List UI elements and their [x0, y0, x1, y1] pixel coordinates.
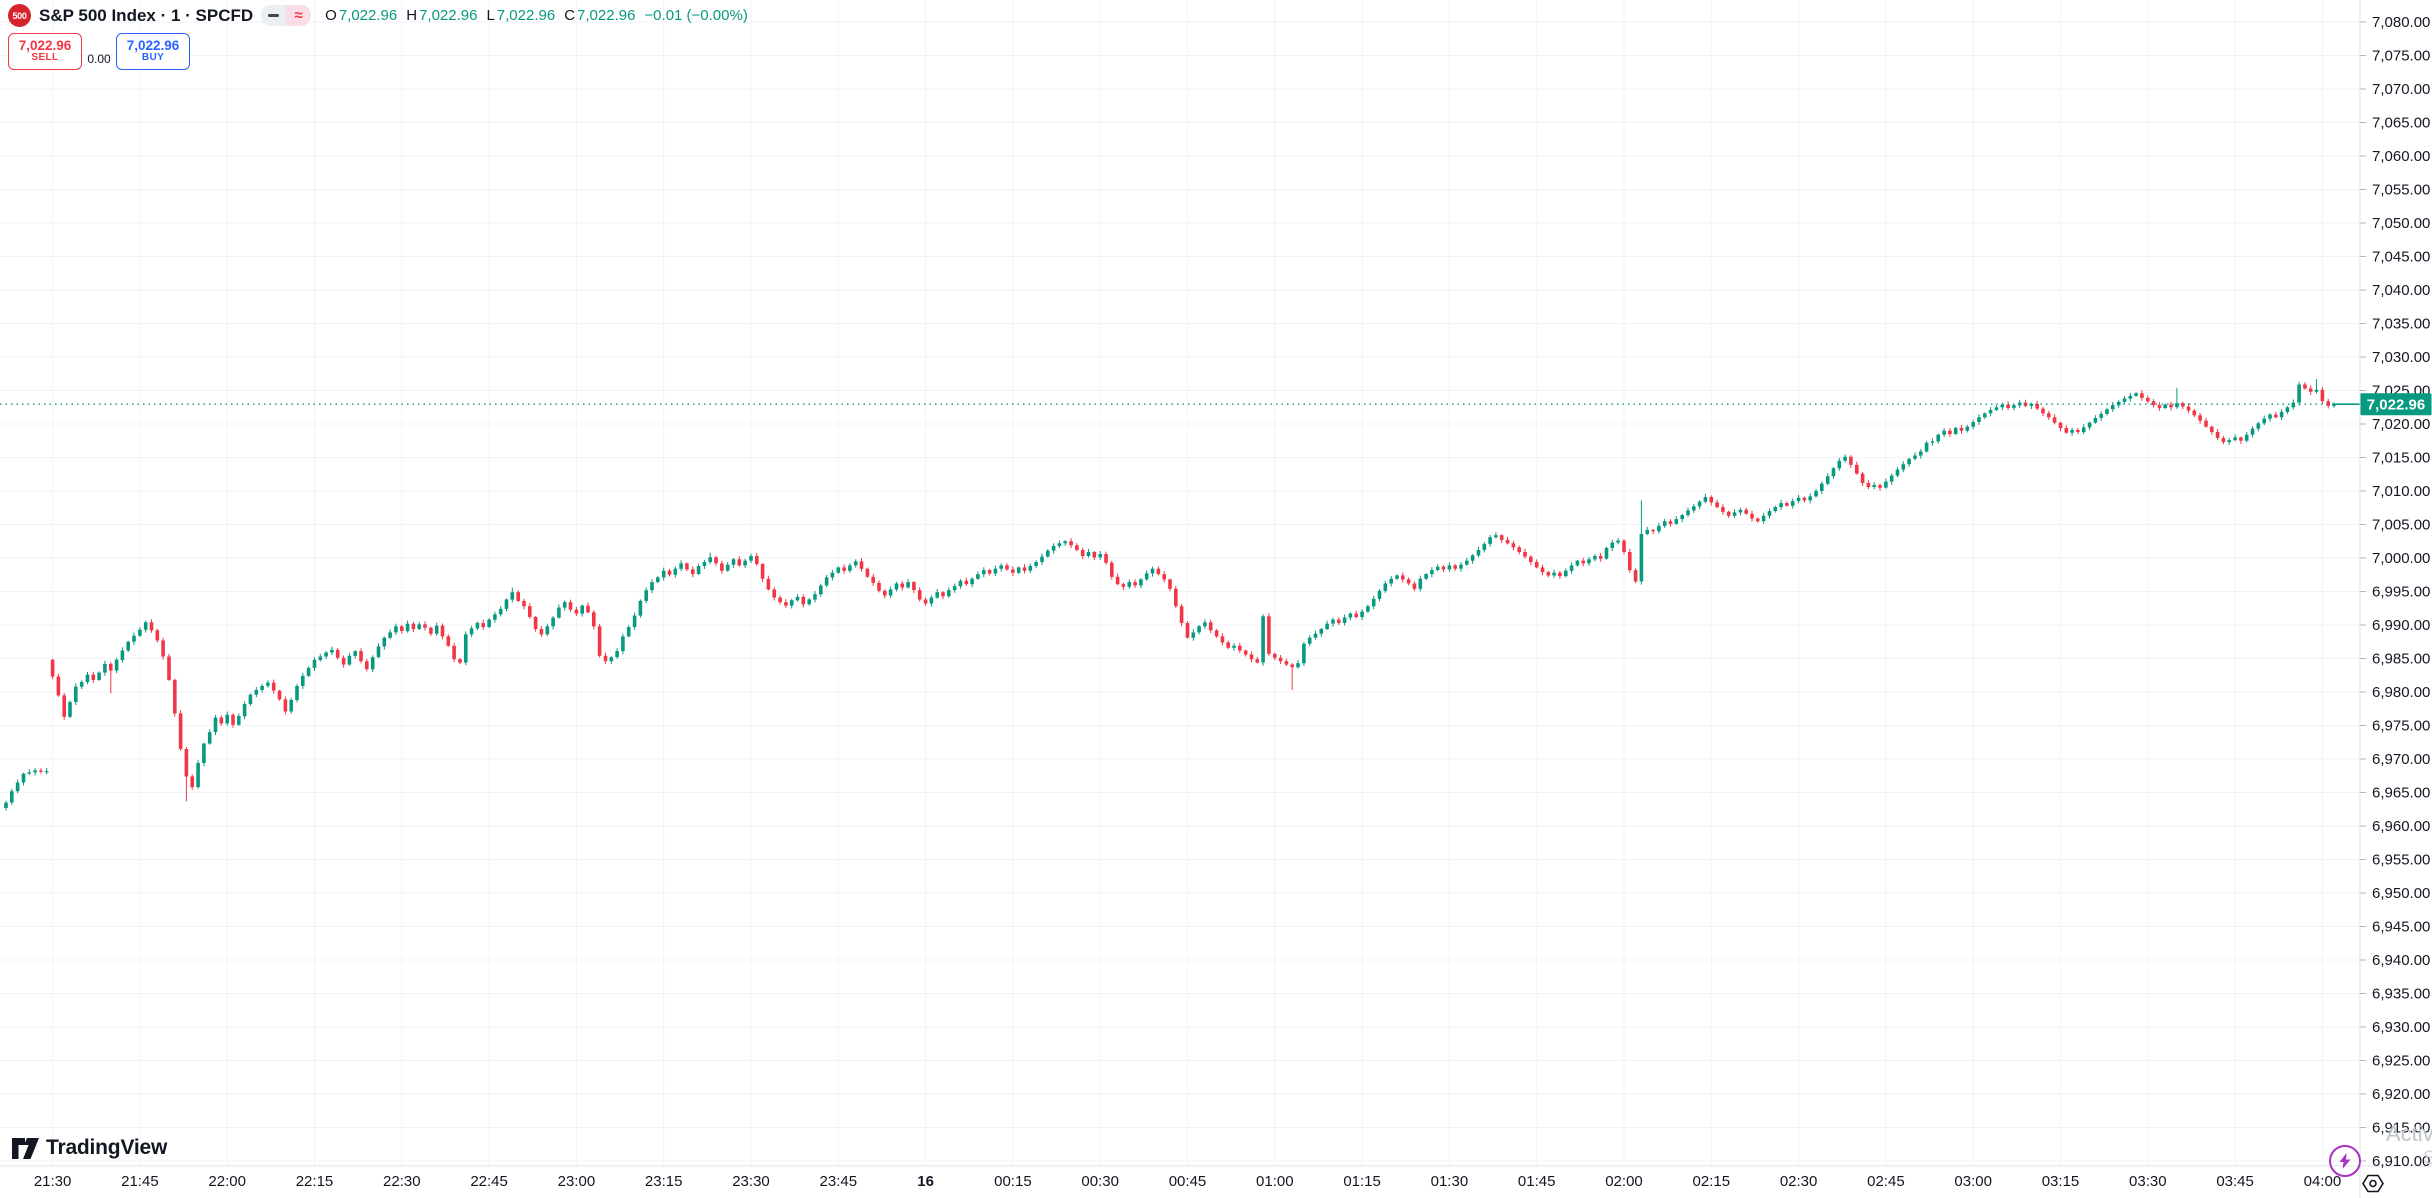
svg-text:7,045.00: 7,045.00	[2372, 249, 2430, 266]
svg-text:01:00: 01:00	[1256, 1173, 1294, 1190]
svg-text:6,990.00: 6,990.00	[2372, 617, 2430, 634]
svg-text:02:15: 02:15	[1693, 1173, 1731, 1190]
close-value: 7,022.96	[577, 7, 636, 24]
svg-text:6,985.00: 6,985.00	[2372, 651, 2430, 668]
activate-watermark-line1: Activ	[2386, 1121, 2432, 1146]
activate-watermark-line2: S	[2423, 1148, 2432, 1169]
svg-text:7,080.00: 7,080.00	[2372, 14, 2430, 31]
close-label: C	[564, 7, 576, 24]
svg-text:6,920.00: 6,920.00	[2372, 1086, 2430, 1103]
symbol-legend: 500 S&P 500 Index · 1 · SPCFD ≈ O 7,022.…	[8, 4, 748, 27]
open-label: O	[325, 7, 337, 24]
svg-text:6,995.00: 6,995.00	[2372, 584, 2430, 601]
tradingview-logo-icon	[12, 1137, 39, 1159]
sell-price: 7,022.96	[18, 38, 72, 54]
svg-text:16: 16	[917, 1173, 934, 1190]
lightning-icon	[2339, 1153, 2351, 1169]
buy-price: 7,022.96	[126, 38, 180, 54]
svg-text:04:00: 04:00	[2304, 1173, 2342, 1190]
svg-text:23:45: 23:45	[820, 1173, 858, 1190]
svg-text:23:15: 23:15	[645, 1173, 683, 1190]
hexagon-settings-icon	[2362, 1174, 2384, 1193]
svg-text:7,040.00: 7,040.00	[2372, 282, 2430, 299]
svg-text:01:45: 01:45	[1518, 1173, 1556, 1190]
change-value: −0.01 (−0.00%)	[644, 7, 748, 24]
svg-text:7,010.00: 7,010.00	[2372, 483, 2430, 500]
svg-text:22:30: 22:30	[383, 1173, 421, 1190]
trade-panel: 7,022.96 SELL 0.00 7,022.96 BUY	[8, 33, 190, 70]
symbol-title[interactable]: S&P 500 Index · 1 · SPCFD	[39, 5, 254, 25]
svg-text:6,965.00: 6,965.00	[2372, 785, 2430, 802]
low-value: 7,022.96	[496, 7, 556, 24]
svg-text:6,935.00: 6,935.00	[2372, 986, 2430, 1003]
svg-text:03:15: 03:15	[2042, 1173, 2080, 1190]
legend-indicator-pill: ≈	[261, 5, 312, 26]
svg-text:22:00: 22:00	[208, 1173, 246, 1190]
svg-text:7,005.00: 7,005.00	[2372, 517, 2430, 534]
svg-text:7,022.96: 7,022.96	[2367, 397, 2425, 414]
svg-text:6,940.00: 6,940.00	[2372, 952, 2430, 969]
svg-text:23:30: 23:30	[732, 1173, 770, 1190]
svg-text:7,050.00: 7,050.00	[2372, 215, 2430, 232]
approx-icon[interactable]: ≈	[286, 5, 312, 26]
svg-text:6,955.00: 6,955.00	[2372, 852, 2430, 869]
svg-text:7,060.00: 7,060.00	[2372, 148, 2430, 165]
svg-text:7,000.00: 7,000.00	[2372, 550, 2430, 567]
svg-text:01:15: 01:15	[1343, 1173, 1381, 1190]
flat-line-icon[interactable]	[261, 5, 287, 26]
svg-text:02:30: 02:30	[1780, 1173, 1818, 1190]
svg-text:03:00: 03:00	[1954, 1173, 1992, 1190]
open-value: 7,022.96	[338, 7, 398, 24]
svg-text:6,910.00: 6,910.00	[2372, 1153, 2430, 1170]
spread-value: 0.00	[87, 52, 111, 66]
svg-text:7,055.00: 7,055.00	[2372, 182, 2430, 199]
ohlc-readout: O 7,022.96 H 7,022.96 L 7,022.96 C 7,022…	[323, 7, 748, 24]
sell-button[interactable]: 7,022.96 SELL	[8, 33, 82, 70]
svg-text:7,030.00: 7,030.00	[2372, 349, 2430, 366]
svg-text:6,970.00: 6,970.00	[2372, 751, 2430, 768]
tradingview-logo-text: TradingView	[46, 1136, 168, 1159]
svg-text:03:30: 03:30	[2129, 1173, 2167, 1190]
buy-button[interactable]: 7,022.96 BUY	[116, 33, 190, 70]
svg-text:23:00: 23:00	[558, 1173, 596, 1190]
high-value: 7,022.96	[419, 7, 478, 24]
tradingview-logo[interactable]: TradingView	[12, 1136, 167, 1160]
svg-text:21:45: 21:45	[121, 1173, 159, 1190]
svg-text:6,925.00: 6,925.00	[2372, 1053, 2430, 1070]
svg-text:6,930.00: 6,930.00	[2372, 1019, 2430, 1036]
svg-text:7,035.00: 7,035.00	[2372, 316, 2430, 333]
svg-text:03:45: 03:45	[2216, 1173, 2254, 1190]
svg-text:22:15: 22:15	[296, 1173, 334, 1190]
svg-text:7,075.00: 7,075.00	[2372, 48, 2430, 65]
sp500-logo-badge: 500	[8, 4, 31, 27]
svg-text:22:45: 22:45	[470, 1173, 508, 1190]
svg-text:6,980.00: 6,980.00	[2372, 684, 2430, 701]
svg-text:6,950.00: 6,950.00	[2372, 885, 2430, 902]
axis-settings-button[interactable]	[2362, 1174, 2384, 1198]
svg-text:00:15: 00:15	[994, 1173, 1032, 1190]
high-label: H	[406, 7, 418, 24]
svg-text:7,065.00: 7,065.00	[2372, 115, 2430, 132]
low-label: L	[486, 7, 495, 24]
svg-text:6,960.00: 6,960.00	[2372, 818, 2430, 835]
svg-text:7,020.00: 7,020.00	[2372, 416, 2430, 433]
svg-text:00:30: 00:30	[1081, 1173, 1119, 1190]
svg-text:00:45: 00:45	[1169, 1173, 1207, 1190]
svg-text:7,015.00: 7,015.00	[2372, 450, 2430, 467]
svg-text:02:00: 02:00	[1605, 1173, 1643, 1190]
svg-text:02:45: 02:45	[1867, 1173, 1905, 1190]
svg-text:21:30: 21:30	[34, 1173, 72, 1190]
svg-text:6,975.00: 6,975.00	[2372, 718, 2430, 735]
svg-text:7,070.00: 7,070.00	[2372, 81, 2430, 98]
svg-text:01:30: 01:30	[1431, 1173, 1469, 1190]
lightning-button[interactable]	[2329, 1145, 2361, 1177]
svg-text:6,945.00: 6,945.00	[2372, 919, 2430, 936]
buy-label: BUY	[141, 52, 165, 64]
sell-label: SELL	[31, 52, 59, 64]
svg-text:6,915.00: 6,915.00	[2372, 1120, 2430, 1137]
